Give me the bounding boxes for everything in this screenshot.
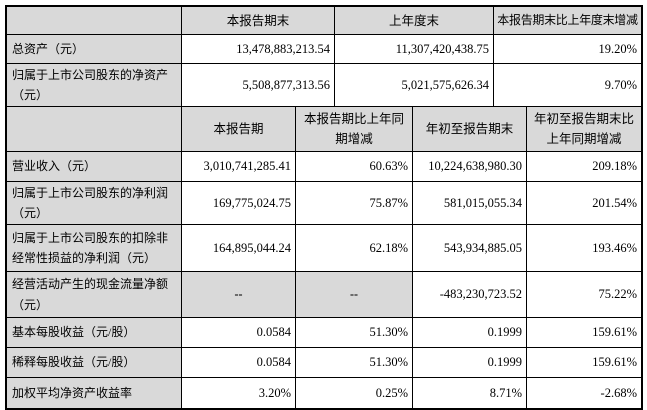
table-row-operating-revenue: 营业收入（元） 3,010,741,285.41 60.63% 10,224,6… xyxy=(7,152,641,182)
value-cell: 5,508,877,313.56 xyxy=(182,64,335,107)
label-cell: 归属于上市公司股东的净利润（元） xyxy=(7,182,182,225)
value-cell: 193.46% xyxy=(527,225,641,272)
table-row-net-assets: 归属于上市公司股东的净资产（元） 5,508,877,313.56 5,021,… xyxy=(7,64,641,107)
header-prior-year-end: 上年度末 xyxy=(335,7,494,35)
value-cell: 164,895,044.24 xyxy=(182,225,296,272)
label-cell: 加权平均净资产收益率 xyxy=(7,378,182,408)
header-year-to-date: 年初至报告期末 xyxy=(413,107,527,152)
table-row-diluted-eps: 稀释每股收益（元/股） 0.0584 51.30% 0.1999 159.61% xyxy=(7,348,641,378)
value-cell: 169,775,024.75 xyxy=(182,182,296,225)
financial-report-page: 本报告期末 上年度末 本报告期末比上年度末增减 总资产（元） 13,478,88… xyxy=(5,5,643,410)
value-cell: 3,010,741,285.41 xyxy=(182,152,296,182)
value-cell: 543,934,885.05 xyxy=(413,225,527,272)
header-current-period-change: 本报告期比上年同期增减 xyxy=(296,107,413,152)
header-year-to-date-change: 年初至报告期末比上年同期增减 xyxy=(527,107,641,152)
value-cell: 5,021,575,626.34 xyxy=(335,64,494,107)
value-cell: 10,224,638,980.30 xyxy=(413,152,527,182)
label-cell: 稀释每股收益（元/股） xyxy=(7,348,182,378)
value-cell: 0.0584 xyxy=(182,318,296,348)
value-cell-na: -- xyxy=(182,272,296,318)
value-cell: -2.68% xyxy=(527,378,641,408)
value-cell: 11,307,420,438.75 xyxy=(335,35,494,64)
header-current-period-end: 本报告期末 xyxy=(182,7,335,35)
value-cell: 201.54% xyxy=(527,182,641,225)
value-cell: 19.20% xyxy=(494,35,641,64)
label-cell: 营业收入（元） xyxy=(7,152,182,182)
value-cell: 0.1999 xyxy=(413,318,527,348)
table-row-total-assets: 总资产（元） 13,478,883,213.54 11,307,420,438.… xyxy=(7,35,641,64)
value-cell: 159.61% xyxy=(527,318,641,348)
value-cell: 51.30% xyxy=(296,318,413,348)
header-period-end-change: 本报告期末比上年度末增减 xyxy=(494,7,641,35)
value-cell: 13,478,883,213.54 xyxy=(182,35,335,64)
key-accounting-data-table: 本报告期末 上年度末 本报告期末比上年度末增减 总资产（元） 13,478,88… xyxy=(5,5,643,410)
value-cell: 0.25% xyxy=(296,378,413,408)
value-cell: 8.71% xyxy=(413,378,527,408)
value-cell: 9.70% xyxy=(494,64,641,107)
balance-header-row: 本报告期末 上年度末 本报告期末比上年度末增减 xyxy=(7,7,641,35)
value-cell: 0.1999 xyxy=(413,348,527,378)
label-cell: 归属于上市公司股东的扣除非经常性损益的净利润（元） xyxy=(7,225,182,272)
table-row-weighted-avg-roe: 加权平均净资产收益率 3.20% 0.25% 8.71% -2.68% xyxy=(7,378,641,408)
value-cell: 159.61% xyxy=(527,348,641,378)
value-cell: 51.30% xyxy=(296,348,413,378)
table-row-basic-eps: 基本每股收益（元/股） 0.0584 51.30% 0.1999 159.61% xyxy=(7,318,641,348)
label-cell: 总资产（元） xyxy=(7,35,182,64)
value-cell: 209.18% xyxy=(527,152,641,182)
value-cell: -483,230,723.52 xyxy=(413,272,527,318)
value-cell: 75.87% xyxy=(296,182,413,225)
table-row-net-profit-excl-nonrecurring: 归属于上市公司股东的扣除非经常性损益的净利润（元） 164,895,044.24… xyxy=(7,225,641,272)
label-cell: 基本每股收益（元/股） xyxy=(7,318,182,348)
table-row-operating-cash-flow: 经营活动产生的现金流量净额（元） -- -- -483,230,723.52 7… xyxy=(7,272,641,318)
label-cell: 归属于上市公司股东的净资产（元） xyxy=(7,64,182,107)
value-cell: 3.20% xyxy=(182,378,296,408)
label-cell: 经营活动产生的现金流量净额（元） xyxy=(7,272,182,318)
corner-cell xyxy=(7,107,182,152)
value-cell-na: -- xyxy=(296,272,413,318)
value-cell: 62.18% xyxy=(296,225,413,272)
header-current-period: 本报告期 xyxy=(182,107,296,152)
value-cell: 581,015,055.34 xyxy=(413,182,527,225)
value-cell: 0.0584 xyxy=(182,348,296,378)
value-cell: 75.22% xyxy=(527,272,641,318)
income-header-row: 本报告期 本报告期比上年同期增减 年初至报告期末 年初至报告期末比上年同期增减 xyxy=(7,107,641,152)
table-row-net-profit: 归属于上市公司股东的净利润（元） 169,775,024.75 75.87% 5… xyxy=(7,182,641,225)
value-cell: 60.63% xyxy=(296,152,413,182)
corner-cell xyxy=(7,7,182,35)
